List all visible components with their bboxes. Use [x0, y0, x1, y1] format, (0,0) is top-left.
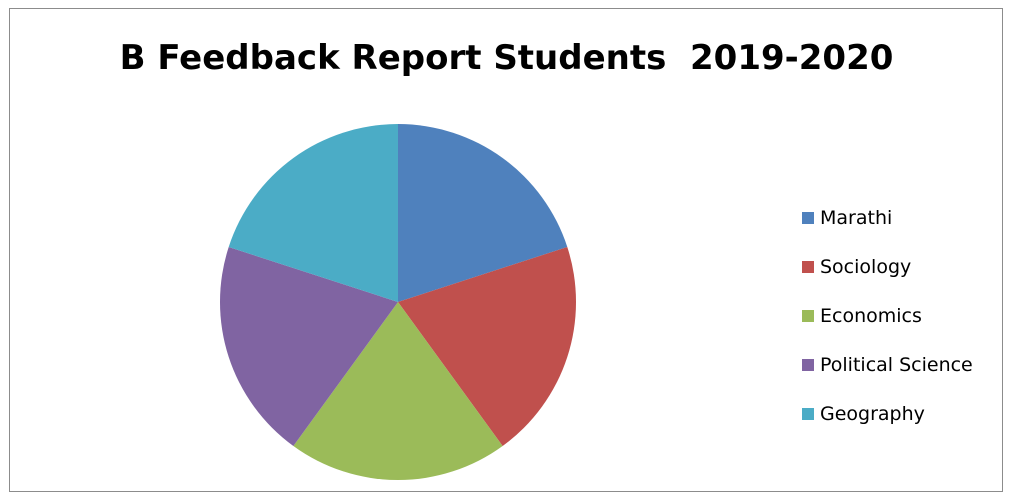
legend-swatch-political-science: [802, 358, 814, 371]
legend-swatch-sociology: [802, 260, 814, 273]
legend-swatch-marathi: [802, 211, 814, 224]
pie-slice-sociology: [398, 246, 577, 447]
legend: Marathi Sociology Economics Political Sc…: [802, 193, 1007, 438]
legend-item-geography: Geography: [802, 389, 1007, 438]
legend-swatch-economics: [802, 309, 814, 322]
legend-swatch-geography: [802, 407, 814, 420]
legend-label-geography: Geography: [820, 402, 925, 425]
legend-label-marathi: Marathi: [820, 206, 893, 229]
legend-label-economics: Economics: [820, 304, 922, 327]
legend-label-sociology: Sociology: [820, 255, 912, 278]
pie-slice-geography: [228, 123, 398, 302]
legend-item-economics: Economics: [802, 291, 1007, 340]
chart-title: B Feedback Report Students 2019-2020: [119, 38, 894, 78]
pie-slice-marathi: [398, 124, 568, 302]
pie-slice-economics: [293, 302, 503, 481]
legend-item-marathi: Marathi: [802, 193, 1007, 242]
legend-label-political-science: Political Science: [820, 353, 973, 376]
pie-slices: [219, 123, 577, 481]
legend-item-political-science: Political Science: [802, 340, 1007, 389]
pie-slice-political-science: [219, 246, 398, 447]
legend-item-sociology: Sociology: [802, 242, 1007, 291]
